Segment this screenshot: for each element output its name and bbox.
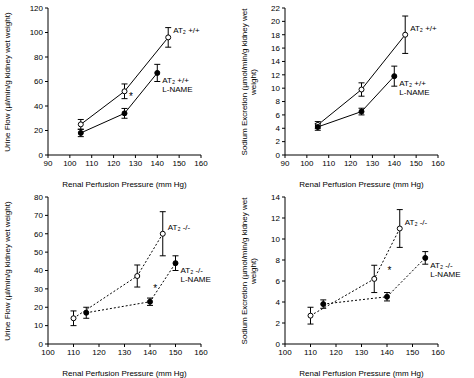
svg-text:120: 120 (329, 348, 343, 357)
svg-text:2: 2 (276, 137, 281, 146)
svg-text:10: 10 (271, 235, 280, 244)
svg-text:22: 22 (271, 4, 280, 13)
svg-text:50: 50 (34, 248, 43, 257)
svg-text:AT₂ +/+L-NAME: AT₂ +/+L-NAME (162, 76, 192, 94)
svg-text:0: 0 (276, 151, 281, 160)
svg-text:140: 140 (143, 348, 157, 357)
svg-text:20: 20 (34, 126, 43, 135)
svg-text:70: 70 (34, 211, 43, 220)
svg-text:90: 90 (281, 159, 290, 168)
svg-text:0: 0 (39, 151, 44, 160)
svg-text:130: 130 (129, 159, 143, 168)
svg-text:160: 160 (431, 348, 445, 357)
svg-text:150: 150 (409, 159, 423, 168)
svg-text:14: 14 (271, 57, 280, 66)
svg-text:6: 6 (276, 111, 281, 120)
svg-text:100: 100 (63, 159, 77, 168)
svg-text:90: 90 (44, 159, 53, 168)
svg-text:150: 150 (169, 348, 183, 357)
svg-text:160: 160 (431, 159, 445, 168)
svg-text:100: 100 (30, 28, 44, 37)
svg-text:AT₂ -/-L-NAME: AT₂ -/-L-NAME (181, 266, 211, 284)
svg-text:120: 120 (107, 159, 121, 168)
html-text:Sodium Excretion (µmol/min/g k: Sodium Excretion (µmol/min/g kidney wet … (239, 8, 257, 155)
svg-text:18: 18 (271, 31, 280, 40)
svg-text:AT₂ -/-: AT₂ -/- (168, 223, 191, 232)
svg-text:110: 110 (304, 348, 317, 357)
svg-text:110: 110 (67, 348, 80, 357)
svg-text:AT₂ -/-L-NAME: AT₂ -/-L-NAME (430, 261, 460, 279)
svg-text:20: 20 (34, 303, 43, 312)
svg-text:130: 130 (355, 348, 369, 357)
svg-text:12: 12 (271, 214, 280, 223)
svg-text:110: 110 (322, 159, 335, 168)
svg-text:100: 100 (300, 159, 314, 168)
svg-text:130: 130 (118, 348, 132, 357)
svg-text:2: 2 (276, 319, 281, 328)
svg-text:0: 0 (276, 340, 281, 349)
svg-text:10: 10 (34, 321, 43, 330)
svg-text:20: 20 (271, 17, 280, 26)
svg-text:30: 30 (34, 285, 43, 294)
svg-text:150: 150 (172, 159, 186, 168)
svg-text:140: 140 (388, 159, 402, 168)
svg-text:40: 40 (34, 102, 43, 111)
svg-text:8: 8 (276, 97, 281, 106)
svg-text:Renal Perfusion Pressure (mm H: Renal Perfusion Pressure (mm Hg) (299, 369, 424, 378)
svg-text:110: 110 (85, 159, 98, 168)
svg-text:12: 12 (271, 71, 280, 80)
svg-text:130: 130 (366, 159, 380, 168)
svg-text:Renal Perfusion Pressure (mm H: Renal Perfusion Pressure (mm Hg) (62, 369, 187, 378)
html-text:Urine Flow (µl/min/g kidney we: Urine Flow (µl/min/g kidney wet weight) (2, 200, 11, 341)
svg-text:AT₂ -/-: AT₂ -/- (405, 218, 428, 227)
svg-text:60: 60 (34, 230, 43, 239)
svg-text:120: 120 (344, 159, 358, 168)
svg-text:Renal Perfusion Pressure (mm H: Renal Perfusion Pressure (mm Hg) (299, 180, 424, 189)
html-text:Sodium Excretion (µmol/min/g k: Sodium Excretion (µmol/min/g kidney wet … (239, 197, 257, 344)
svg-text:80: 80 (34, 193, 43, 202)
svg-text:4: 4 (276, 124, 281, 133)
svg-text:160: 160 (194, 348, 208, 357)
svg-text:*: * (388, 265, 392, 276)
svg-text:*: * (153, 283, 157, 294)
svg-text:100: 100 (278, 348, 292, 357)
svg-text:8: 8 (276, 256, 281, 265)
svg-text:AT₂ +/+: AT₂ +/+ (410, 24, 437, 33)
svg-text:4: 4 (276, 298, 281, 307)
svg-text:6: 6 (276, 277, 281, 286)
html-text:Urine Flow (µl/min/g kidney we: Urine Flow (µl/min/g kidney wet weight) (2, 11, 11, 152)
svg-text:10: 10 (271, 84, 280, 93)
svg-text:40: 40 (34, 266, 43, 275)
svg-text:100: 100 (41, 348, 55, 357)
svg-text:140: 140 (380, 348, 394, 357)
svg-text:Renal Perfusion Pressure (mm H: Renal Perfusion Pressure (mm Hg) (62, 180, 187, 189)
svg-text:60: 60 (34, 77, 43, 86)
svg-text:120: 120 (92, 348, 106, 357)
svg-text:160: 160 (194, 159, 208, 168)
svg-text:16: 16 (271, 44, 280, 53)
svg-text:140: 140 (151, 159, 165, 168)
svg-text:*: * (129, 91, 133, 102)
svg-text:AT₂ +/+L-NAME: AT₂ +/+L-NAME (399, 79, 429, 97)
svg-text:14: 14 (271, 193, 280, 202)
svg-text:80: 80 (34, 53, 43, 62)
svg-text:150: 150 (406, 348, 420, 357)
svg-text:120: 120 (30, 4, 44, 13)
svg-text:0: 0 (39, 340, 44, 349)
svg-text:AT₂ +/+: AT₂ +/+ (173, 26, 200, 35)
